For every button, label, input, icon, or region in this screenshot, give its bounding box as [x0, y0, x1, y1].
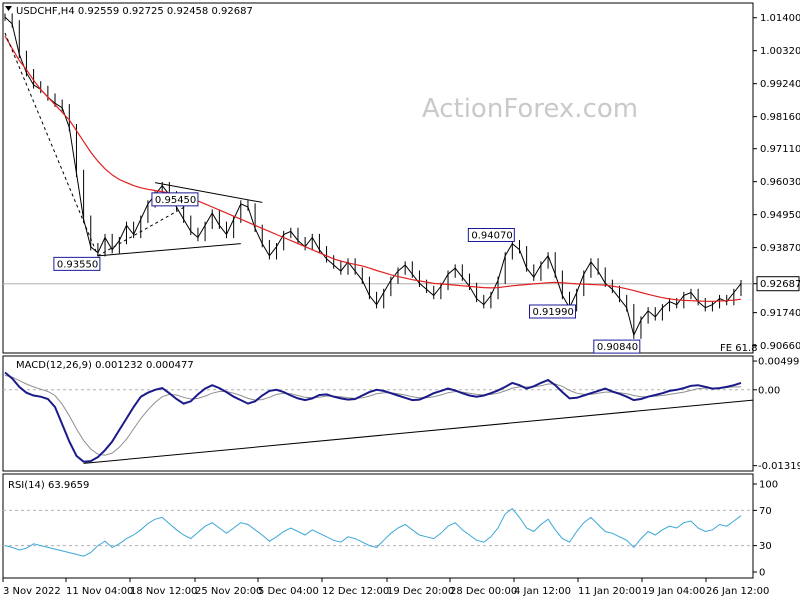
price-annotation-box	[53, 256, 101, 271]
price-tick-label: 0.98160	[760, 112, 800, 123]
x-tick-label: 5 Dec 04:00	[258, 586, 319, 597]
rsi-panel-title: RSI(14) 63.9659	[8, 480, 89, 491]
macd-tick-label: 0.00	[758, 385, 780, 396]
x-tick-label: 3 Nov 2022	[3, 586, 61, 597]
price-tick-label: 1.01400	[760, 13, 800, 24]
lower-trend-line	[97, 243, 241, 257]
current-price-box	[756, 276, 800, 292]
price-tick-label: 0.93870	[760, 243, 800, 254]
watermark: ActionForex.com	[422, 94, 638, 124]
rsi-series: 100 70 30 0	[3, 480, 778, 579]
rsi-panel-frame	[2, 473, 754, 579]
fibo-dashed-line	[97, 198, 199, 257]
price-annotation-box	[593, 339, 641, 354]
price-tick-label: 1.00320	[760, 46, 800, 57]
price-annotation-label: 0.90840	[597, 342, 638, 353]
price-annotation-box	[151, 192, 199, 207]
macd-panel-title: MACD(12,26,9) 0.001232 0.000477	[16, 360, 194, 371]
x-tick-label: 11 Jan 20:00	[578, 586, 641, 597]
x-tick-label: 25 Nov 20:00	[195, 586, 262, 597]
price-series	[4, 13, 742, 339]
chevron-down-icon	[5, 6, 12, 11]
price-tick-label: 0.91740	[760, 308, 800, 319]
price-tick-label: 0.97110	[760, 144, 800, 155]
price-close-line	[4, 16, 742, 337]
fibo-dashed-line	[4, 32, 99, 257]
moving-average-line	[4, 35, 742, 302]
macd-panel-frame	[2, 355, 754, 472]
price-tick-label: 0.96030	[760, 177, 800, 188]
price-panel-title: USDCHF,H4 0.92559 0.92725 0.92458 0.9268…	[16, 6, 253, 17]
macd-series: 0.004993 0.00 -0.013193	[3, 357, 800, 472]
x-tick-label: 19 Jan 04:00	[642, 586, 705, 597]
price-panel-frame	[2, 2, 754, 354]
price-tick-label: 0.90660	[760, 341, 800, 352]
price-tick-label: 0.99240	[760, 79, 800, 90]
price-annotation-label: 0.91990	[533, 307, 574, 318]
x-tick-label: 18 Nov 12:00	[130, 586, 197, 597]
macd-tick-label: -0.013193	[758, 461, 800, 472]
fe-label: FE 61.8	[720, 343, 758, 354]
macd-trend-line	[83, 399, 754, 464]
rsi-line	[4, 507, 742, 557]
price-annotation-label: 0.95450	[155, 195, 196, 206]
x-tick-label: 19 Dec 20:00	[387, 586, 454, 597]
price-annotation-label: 0.93550	[57, 259, 98, 270]
x-tick-label: 4 Jan 12:00	[514, 586, 571, 597]
price-annotation-box	[467, 227, 515, 242]
price-annotation-label: 0.94070	[471, 230, 512, 241]
rsi-tick-label: 100	[759, 480, 778, 491]
price-annotations: 0.93550 0.95450 0.91990 0.94070 0.90840	[53, 192, 641, 354]
macd-line	[4, 371, 742, 463]
rsi-tick-label: 70	[759, 506, 772, 517]
x-tick-label: 28 Dec 00:00	[450, 586, 517, 597]
x-tick-label: 11 Nov 04:00	[66, 586, 133, 597]
price-tick-label: 0.92687	[760, 279, 800, 290]
upper-trend-line	[154, 182, 263, 203]
x-tick-label: 12 Dec 12:00	[322, 586, 389, 597]
x-tick-label: 26 Jan 12:00	[706, 586, 769, 597]
price-tick-label: 0.94950	[760, 210, 800, 221]
price-annotation-box	[529, 304, 577, 319]
rsi-tick-label: 0	[759, 568, 765, 579]
price-axis: 1.01400 1.00320 0.99240 0.98160 0.97110 0.960…	[753, 13, 800, 352]
rsi-tick-label: 30	[759, 541, 772, 552]
macd-tick-label: 0.004993	[758, 357, 800, 368]
